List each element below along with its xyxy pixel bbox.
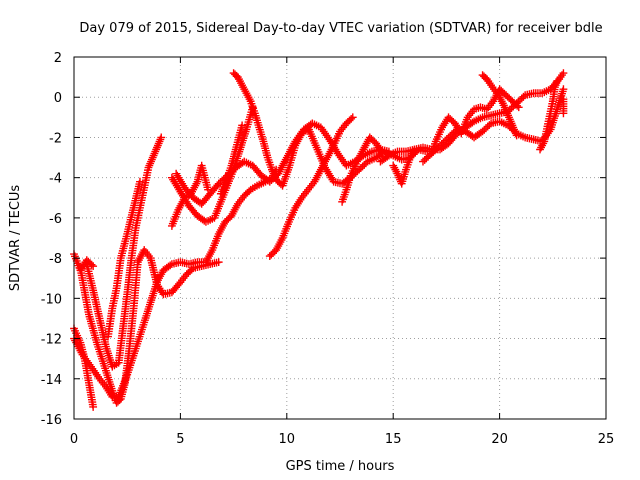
y-tick-label: -14 [41, 373, 62, 388]
data-point [214, 258, 223, 267]
y-tick-label: -8 [49, 252, 62, 267]
data-point [559, 85, 568, 94]
x-tick-label: 20 [491, 432, 508, 447]
series-track-19 [478, 71, 521, 140]
series-track-12 [265, 113, 357, 260]
data-point [89, 403, 98, 411]
y-tick-labels: 2 0 -2 -4 -6 -8 -10 -12 -14 -16 [41, 51, 62, 428]
y-tick-label: -10 [41, 292, 62, 307]
series-track-21 [559, 95, 568, 118]
series-track-15 [376, 69, 568, 166]
data-point [348, 113, 357, 122]
x-tick-labels: 0 5 10 15 20 25 [70, 432, 614, 447]
series-track-18 [427, 85, 523, 158]
data-point [512, 131, 521, 140]
data-point [238, 121, 247, 130]
y-tick-label: -6 [49, 212, 62, 227]
grid-layer [74, 57, 606, 419]
data-point [514, 103, 523, 112]
series-track-10 [216, 121, 247, 198]
series-track-11 [229, 69, 312, 190]
x-tick-label: 25 [598, 432, 615, 447]
y-tick-label: 0 [54, 91, 62, 106]
series-track-20 [536, 77, 561, 154]
chart-title: Day 079 of 2015, Sidereal Day-to-day VTE… [79, 21, 602, 36]
x-tick-label: 5 [176, 432, 184, 447]
y-tick-label: -16 [41, 413, 62, 428]
data-point [481, 73, 490, 82]
y-axis-label: SDTVAR / TECUs [8, 185, 23, 292]
data-point [559, 69, 568, 77]
data-point [157, 133, 166, 142]
y-tick-label: -2 [49, 131, 62, 146]
y-tick-label: 2 [54, 51, 62, 66]
data-layer [70, 69, 568, 411]
series-track-4 [70, 165, 281, 401]
series-track-14 [338, 133, 387, 206]
x-axis-label: GPS time / hours [286, 459, 395, 474]
x-tick-label: 10 [279, 432, 296, 447]
plot-frame [73, 56, 607, 420]
x-tick-label: 15 [385, 432, 402, 447]
data-point [378, 149, 387, 158]
tick-layer [73, 56, 607, 420]
y-tick-label: -4 [49, 172, 62, 187]
series-track-6 [104, 177, 144, 341]
series-track-16 [389, 145, 419, 188]
data-point [136, 177, 144, 186]
data-point [559, 95, 568, 104]
series-track-5 [82, 133, 166, 371]
data-point [410, 145, 419, 154]
data-point [553, 77, 561, 86]
x-tick-label: 0 [70, 432, 78, 447]
y-tick-label: -12 [41, 333, 62, 348]
